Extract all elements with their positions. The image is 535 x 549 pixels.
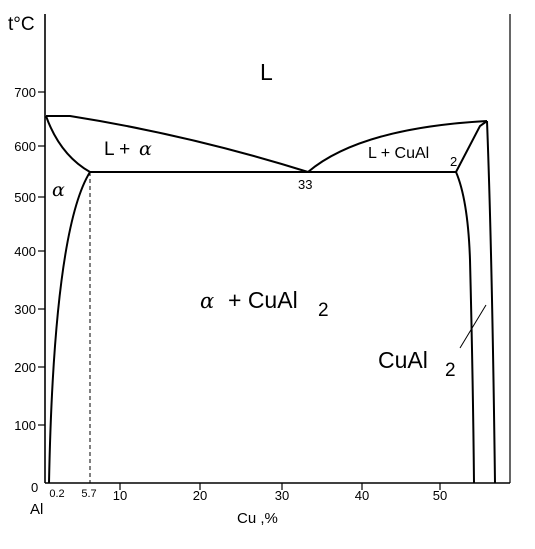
x-tick-label-30: 30 [275,488,289,503]
y-tick-label-300: 300 [14,302,36,317]
y-tick-label-100: 100 [14,418,36,433]
y-tick-label-700: 700 [14,85,36,100]
x-tick-label-40: 40 [355,488,369,503]
x-axis-title: Cu ,% [237,510,278,527]
alpha-phase-label: α [52,179,65,201]
liquid-phase-label: L [260,59,273,85]
eutectic-point-label: 33 [298,177,312,192]
liquidus-left-curve [46,115,309,173]
liquid-alpha-symbol: α [139,138,152,160]
cual2-left-boundary [455,171,475,484]
cual2-right-boundary [486,120,496,484]
element-label: Al [30,501,43,518]
y-axis-title: t°C [8,14,35,35]
x-tick-label-5.7: 5.7 [81,488,96,500]
cual2-phase-subscript: 2 [445,360,456,381]
liquidus-right-curve [307,120,488,173]
cual2-peak-connector [455,120,488,173]
y-tick-label-400: 400 [14,244,36,259]
y-tick-label-600: 600 [14,139,36,154]
liquid-alpha-label: L + [104,139,130,160]
alpha-cual2-symbol: α [200,289,214,313]
cual2-leader-line [459,304,487,349]
cual2-phase-label: CuAl [378,347,428,373]
x-ticks [119,483,441,490]
y-tick-label-500: 500 [14,190,36,205]
liquid-cual2-subscript: 2 [450,154,457,169]
solidus-alpha-curve [45,115,91,173]
x-tick-label-20: 20 [193,488,207,503]
y-ticks [38,91,45,426]
alpha-cual2-label: + CuAl [228,287,298,313]
y-tick-label-200: 200 [14,360,36,375]
x-tick-label-0.2: 0.2 [49,488,64,500]
origin-label: 0 [31,480,38,495]
x-tick-label-50: 50 [433,488,447,503]
alpha-cual2-subscript: 2 [318,300,329,321]
liquid-cual2-label: L + CuAl [368,145,429,162]
solvus-alpha-curve [48,171,91,484]
x-tick-label-10: 10 [113,488,127,503]
